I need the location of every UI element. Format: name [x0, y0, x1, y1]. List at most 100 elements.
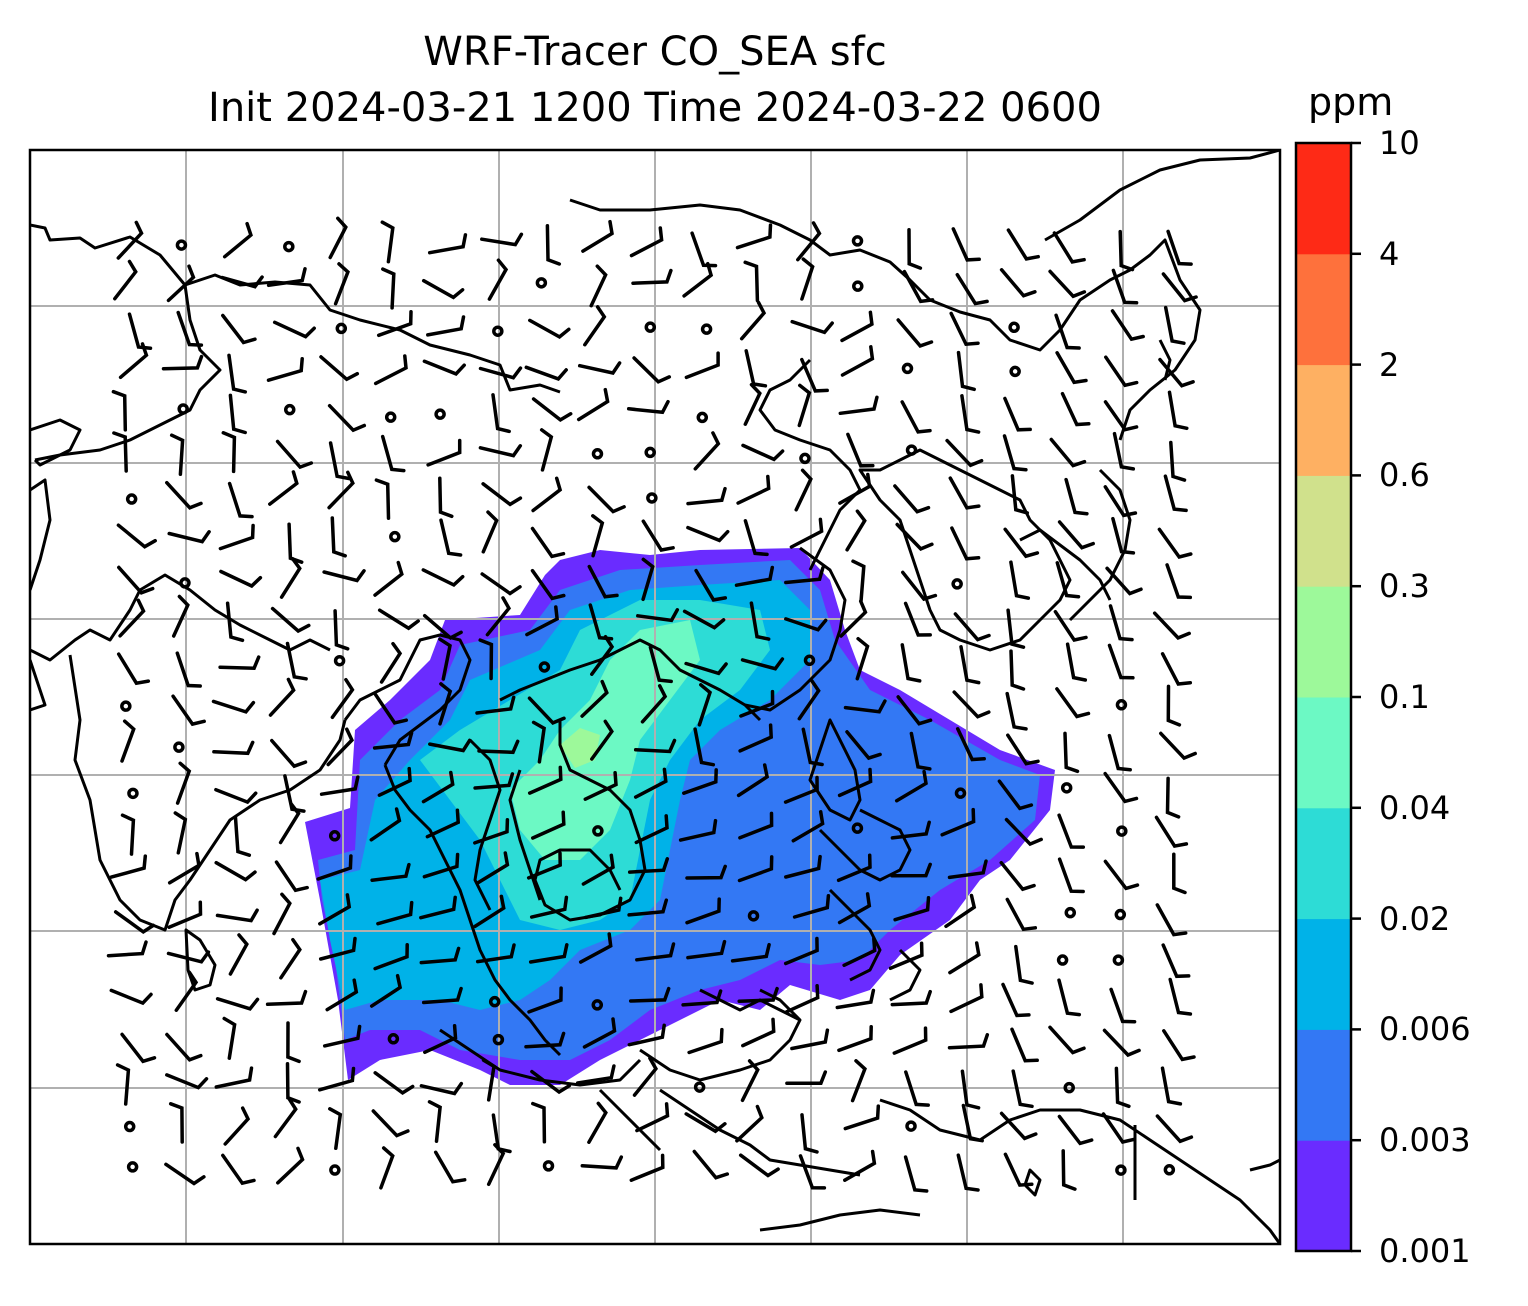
- wind-barb: [682, 609, 726, 630]
- wind-barb: [373, 354, 408, 386]
- calm-wind-marker: [700, 323, 713, 335]
- wind-barb: [1003, 527, 1040, 559]
- wind-barb: [1065, 642, 1088, 682]
- wind-barb: [587, 485, 626, 514]
- wind-barb: [421, 986, 463, 1005]
- wind-barb: [582, 1017, 617, 1049]
- wind-barb: [1060, 391, 1091, 427]
- map-area: [30, 150, 1280, 1244]
- wind-barb: [1006, 733, 1040, 766]
- wind-barb: [438, 682, 453, 726]
- calm-wind-marker: [126, 1161, 139, 1173]
- wind-barb: [530, 526, 566, 559]
- wind-barb: [1011, 1069, 1034, 1109]
- wind-barb: [376, 900, 414, 926]
- wind-barb: [115, 1063, 131, 1106]
- wind-barb: [1009, 560, 1031, 600]
- wind-barb: [270, 738, 308, 769]
- wind-barb: [837, 1025, 873, 1053]
- wind-barb: [948, 476, 981, 510]
- wind-barb: [589, 264, 608, 308]
- wind-barb: [1061, 1149, 1077, 1191]
- colorbar-tick-label: 0.02: [1379, 899, 1451, 938]
- calm-wind-marker: [175, 239, 188, 251]
- wind-barb: [379, 1146, 395, 1190]
- wind-barb: [1160, 652, 1193, 686]
- calm-wind-marker: [1060, 782, 1073, 794]
- wind-barb: [997, 779, 1034, 811]
- wind-barb: [743, 382, 762, 426]
- wind-barb: [325, 978, 359, 1012]
- wind-barb: [171, 594, 190, 638]
- wind-barb: [531, 720, 546, 764]
- wind-barb: [268, 470, 299, 506]
- wind-barb: [798, 1154, 827, 1190]
- wind-barb: [274, 860, 309, 893]
- calm-wind-marker: [901, 362, 914, 375]
- wind-barb: [1169, 440, 1187, 482]
- wind-barb: [421, 278, 465, 300]
- wind-barb: [1158, 357, 1195, 388]
- wind-barb: [377, 766, 412, 797]
- wind-barb: [1107, 733, 1132, 772]
- calm-wind-marker: [799, 452, 811, 465]
- wind-barb: [1154, 815, 1189, 849]
- wind-barb: [433, 1150, 467, 1184]
- wind-barb: [374, 478, 391, 520]
- wind-barb: [419, 895, 457, 920]
- wind-barb: [629, 1153, 665, 1182]
- wind-barb: [228, 393, 247, 435]
- map-title-line2: Init 2024-03-21 1200 Time 2024-03-22 060…: [208, 85, 1102, 131]
- calm-wind-marker: [954, 787, 967, 799]
- wind-barb: [956, 1153, 980, 1192]
- wind-barb: [738, 1153, 780, 1178]
- wind-barb: [322, 569, 366, 583]
- wind-barb: [529, 895, 569, 919]
- wind-barbs: [106, 216, 1198, 1193]
- wind-barb: [1168, 977, 1193, 1016]
- wind-barb: [845, 730, 882, 761]
- wind-barb: [175, 651, 202, 688]
- wind-barb: [587, 1101, 608, 1144]
- wind-barb: [890, 989, 932, 1007]
- wind-barb: [268, 677, 296, 717]
- calm-wind-marker: [1112, 954, 1125, 966]
- colorbar-tick-label: 0.04: [1379, 788, 1451, 827]
- wind-barb: [685, 897, 721, 925]
- wind-barb: [167, 851, 201, 885]
- wind-barb: [1155, 1114, 1194, 1144]
- wind-barb: [896, 318, 934, 348]
- wind-barb: [1055, 351, 1088, 385]
- wind-barb: [904, 1070, 930, 1107]
- wind-barb: [627, 898, 669, 917]
- wind-barb: [272, 892, 292, 936]
- wind-barb: [1104, 355, 1139, 388]
- wind-barb: [419, 946, 461, 965]
- wind-barb: [531, 810, 566, 840]
- wind-barb: [960, 1069, 981, 1110]
- calm-wind-marker: [1116, 825, 1128, 837]
- wind-barb: [328, 441, 351, 481]
- wind-barb: [222, 1016, 237, 1060]
- wind-barb: [530, 1069, 572, 1095]
- wind-barb: [221, 431, 237, 474]
- wind-barb: [369, 973, 403, 1008]
- wind-barb: [527, 986, 563, 1014]
- wind-barb: [687, 1027, 724, 1055]
- wind-barb: [736, 763, 770, 798]
- wind-barb: [743, 260, 760, 303]
- colorbar-tick-label: 0.001: [1379, 1232, 1471, 1270]
- wind-barb: [438, 637, 452, 681]
- calm-wind-marker: [387, 1033, 400, 1045]
- wind-barb: [784, 854, 822, 879]
- wind-barb: [531, 1101, 547, 1144]
- wind-barb: [127, 312, 153, 350]
- wind-barb: [641, 519, 675, 552]
- wind-barb: [840, 345, 875, 377]
- wind-barb: [318, 936, 357, 961]
- colorbar-segment: [1296, 807, 1351, 920]
- wind-barb: [959, 645, 981, 685]
- wind-barb: [949, 983, 984, 1014]
- wind-barb: [481, 482, 523, 507]
- wind-barb: [227, 353, 248, 394]
